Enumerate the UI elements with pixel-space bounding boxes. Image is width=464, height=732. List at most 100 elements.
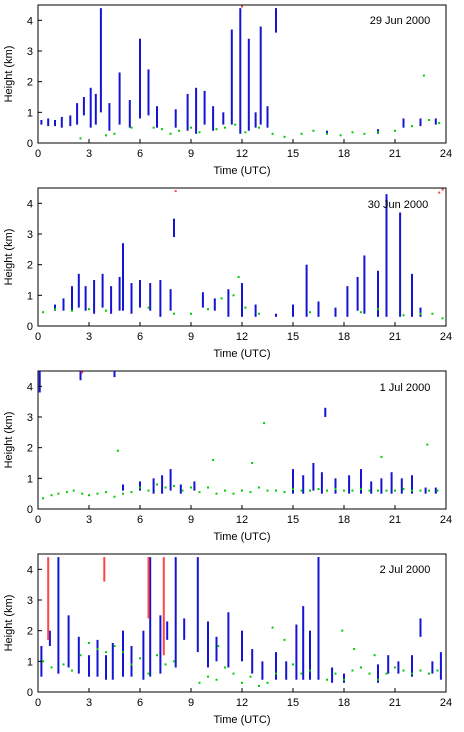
- panel-4-series-1-point-38: [394, 666, 396, 669]
- panel-4-x-tick-label-3: 3: [86, 697, 92, 709]
- panel-4-x-tick-label-6: 6: [137, 697, 143, 709]
- panel-3-series-1-point-20: [207, 486, 209, 489]
- panel-4-series-1-point-21: [241, 681, 243, 684]
- panel-4-series-1-point-30: [326, 678, 328, 681]
- panel-3-series-1-point-1: [50, 494, 53, 497]
- panel-2-date-label: 30 Jun 2000: [368, 199, 429, 211]
- panel-2-y-tick-label-3: 3: [27, 229, 33, 241]
- panel-2-y-tick-label-0: 0: [27, 321, 33, 333]
- panel-4-series-1-point-36: [377, 678, 379, 681]
- panel-3-series-1-point-38: [360, 488, 362, 491]
- panel-4-series-1-point-32: [343, 678, 345, 681]
- panel-3-series-1-point-16: [173, 485, 175, 487]
- panel-2-series-1-point-13: [258, 312, 260, 315]
- panel-4-series-1-point-1: [50, 666, 53, 669]
- panel-1-series-1-point-8: [190, 126, 192, 129]
- panel-2-series-2-point-2: [438, 191, 441, 194]
- panel-3-series-1-point-50: [263, 422, 266, 425]
- panel-3-x-tick-label-6: 6: [137, 514, 143, 526]
- panel-3-series-1-point-52: [426, 443, 429, 446]
- panel-3-series-1-point-51: [380, 455, 383, 458]
- panel-1-y-tick-label-0: 0: [27, 138, 33, 150]
- panel-2-series-1-point-16: [377, 308, 379, 311]
- panel-1-series-1-point-10: [215, 128, 218, 131]
- panel-2-series-2-point-0: [174, 190, 177, 193]
- panel-4-series-1-point-41: [419, 669, 422, 672]
- panel-1-series-1-point-11: [224, 126, 226, 129]
- panel-4-series-1-point-22: [249, 675, 252, 678]
- panel-4-series-1-point-28: [300, 672, 303, 675]
- panel-3-series-1-point-34: [326, 489, 328, 492]
- panel-4-series-1-point-16: [198, 681, 201, 684]
- panel-4-x-axis-title: Time (UTC): [213, 714, 270, 726]
- panel-4-series-1-point-15: [173, 660, 175, 663]
- panel-4-series-1-point-20: [232, 672, 235, 675]
- panel-4-series-1-point-44: [271, 626, 274, 629]
- panel-1-series-1-point-13: [244, 131, 247, 134]
- panel-2-x-tick-label-6: 6: [137, 331, 143, 343]
- panel-2-x-tick-label-15: 15: [287, 331, 299, 343]
- panel-1-series-2-point-0: [241, 5, 243, 8]
- panel-1-series-1-point-24: [394, 129, 396, 132]
- panel-3-x-tick-label-12: 12: [236, 514, 248, 526]
- panel-1-series-1-point-3: [130, 126, 133, 129]
- panel-2-x-tick-label-21: 21: [389, 331, 401, 343]
- panel-1-y-tick-label-2: 2: [27, 77, 33, 89]
- panel-3-series-1-point-10: [122, 492, 124, 495]
- panel-2-x-tick-label-18: 18: [338, 331, 350, 343]
- panel-3-series-1-point-42: [394, 489, 396, 492]
- panel-3-series-1-point-48: [116, 449, 119, 452]
- panel-4-x-tick-label-0: 0: [35, 697, 41, 709]
- panel-2-x-tick-label-3: 3: [86, 331, 92, 343]
- panel-2-y-ticks: 0 1 2 3 4: [27, 198, 42, 333]
- panel-4-x-tick-label-12: 12: [236, 697, 248, 709]
- panel-4-x-tick-label-18: 18: [338, 697, 350, 709]
- panel-1-series-1-point-27: [438, 122, 441, 125]
- panel-2-series-1-point-11: [237, 275, 240, 278]
- panel-3-series-1-point-18: [190, 486, 192, 489]
- panel-4-series-1-point-7: [105, 651, 107, 654]
- panel-4-series-1-point-4: [79, 654, 82, 657]
- panel-2-series-1-point-10: [232, 294, 235, 297]
- panel-3-x-tick-label-15: 15: [287, 514, 299, 526]
- panel-3-x-ticks: 0 3 6 9 12 15 18 21 24: [35, 505, 452, 526]
- panel-2-series-1-point-12: [244, 306, 247, 309]
- panel-1-series-1-point-14: [258, 126, 260, 129]
- panel-1-series-1-point-7: [178, 129, 181, 132]
- panel-4-series-1-point-35: [368, 672, 371, 675]
- panel-2-series-1-point-18: [419, 312, 422, 315]
- panel-3-series-1-point-40: [377, 489, 379, 492]
- panel-4-y-tick-label-3: 3: [27, 595, 33, 607]
- panel-3-y-tick-label-2: 2: [27, 443, 33, 455]
- panel-2-series-1-point-0: [42, 311, 45, 314]
- panel-3-x-tick-label-0: 0: [35, 514, 41, 526]
- panel-1-series-1-point-26: [428, 119, 430, 121]
- panel-3-series-1-point-46: [428, 489, 430, 492]
- panel-1-y-tick-label-3: 3: [27, 46, 33, 58]
- panel-1-series-1-point-17: [300, 132, 303, 135]
- panel-3-series-1-point-24: [241, 489, 243, 492]
- panel-2-x-tick-label-0: 0: [35, 331, 41, 343]
- panel-1-date-label: 29 Jun 2000: [370, 15, 431, 27]
- panel-4-series-1-point-39: [402, 669, 405, 672]
- panel-4-series-1-point-8: [113, 645, 116, 647]
- panel-2-y-tick-label-2: 2: [27, 260, 33, 272]
- panel-3-series-1-point-33: [317, 488, 320, 491]
- panel-4-series-1-point-6: [96, 648, 99, 651]
- panel-2-series-1-point-3: [88, 308, 90, 311]
- panel-3-data-layer: [38, 371, 439, 500]
- panel-4-series-1-point-14: [164, 663, 167, 666]
- panel-4-series-1-point-27: [292, 663, 294, 666]
- panel-4-series-1-point-11: [139, 657, 141, 660]
- panel-1-x-ticks: 0 3 6 9 12 15 18 21 24: [35, 139, 452, 160]
- panel-2-series-1-point-8: [207, 308, 209, 311]
- panel-1-y-tick-label-4: 4: [27, 15, 33, 27]
- panel-2-x-axis-title: Time (UTC): [213, 348, 270, 360]
- panel-1-series-1-point-23: [377, 131, 379, 134]
- panel-3-series-2-point-0: [81, 371, 84, 374]
- panel-1-y-axis-title: Height (km): [3, 46, 15, 103]
- panel-3-series-1-point-11: [130, 491, 133, 494]
